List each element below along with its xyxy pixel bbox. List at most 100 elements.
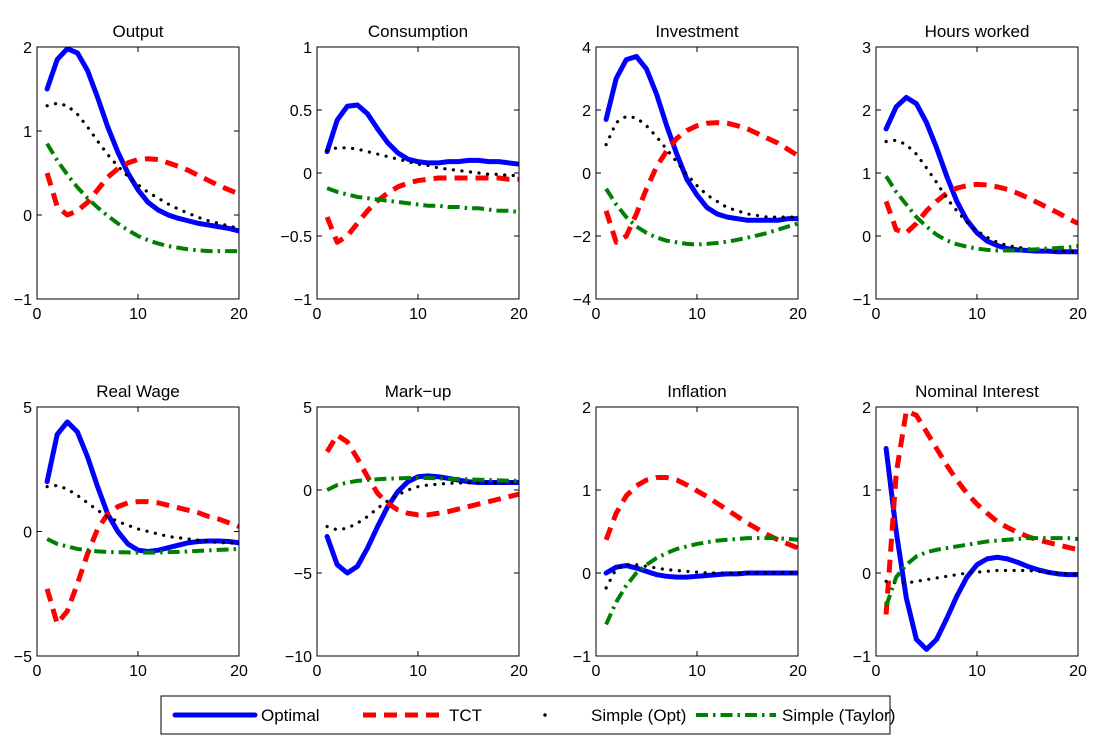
panel-title-inflation: Inflation: [667, 382, 727, 401]
x-tick-label: 10: [409, 663, 427, 680]
x-tick-label: 0: [872, 306, 881, 323]
series-line-simple-taylor: [884, 536, 1078, 607]
y-tick-label: 2: [582, 400, 591, 417]
series-line-tct: [603, 120, 798, 245]
series-line-optimal: [883, 94, 1078, 255]
y-tick-label: 0: [582, 566, 591, 583]
y-tick-label: −4: [573, 292, 591, 309]
y-tick-label: −0.5: [280, 229, 312, 246]
y-tick-label: 0: [862, 566, 871, 583]
series-group: [324, 102, 519, 245]
x-tick-label: 0: [592, 663, 601, 680]
x-tick-label: 0: [33, 663, 42, 680]
series-group: [883, 408, 1078, 652]
y-tick-label: 2: [582, 103, 591, 120]
y-tick-label: 1: [303, 40, 312, 57]
x-tick-label: 10: [688, 306, 706, 323]
y-tick-label: 5: [303, 400, 312, 417]
x-tick-label: 0: [592, 306, 601, 323]
x-tick-label: 20: [789, 306, 807, 323]
x-tick-label: 0: [313, 306, 322, 323]
panel-title-real-wage: Real Wage: [96, 382, 179, 401]
series-line-optimal: [603, 53, 798, 223]
series-line-simple-opt: [604, 114, 798, 219]
series-line-simple-taylor: [604, 536, 798, 626]
series-line-tct: [603, 475, 798, 551]
x-tick-label: 10: [688, 663, 706, 680]
series-group: [603, 475, 798, 626]
x-tick-label: 0: [313, 663, 322, 680]
y-tick-label: 2: [23, 40, 32, 57]
series-line-simple-opt: [604, 563, 798, 590]
x-tick-label: 10: [129, 663, 147, 680]
series-line-simple-taylor: [45, 142, 239, 254]
series-line-simple-opt: [45, 101, 239, 231]
axes-box: [595, 46, 799, 300]
y-tick-label: 1: [582, 483, 591, 500]
legend-label: Optimal: [261, 706, 320, 725]
series-line-simple-taylor: [46, 537, 239, 555]
panel-title-mark-up: Mark−up: [385, 382, 452, 401]
x-tick-label: 0: [33, 306, 42, 323]
y-tick-label: −1: [294, 292, 312, 309]
y-tick-label: −10: [285, 649, 312, 666]
y-tick-label: 2: [862, 103, 871, 120]
y-tick-label: −5: [14, 649, 32, 666]
series-line-simple-taylor: [604, 187, 798, 247]
panel-title-output: Output: [112, 22, 163, 41]
axes-box: [875, 406, 1079, 657]
y-tick-label: 0: [23, 208, 32, 225]
y-tick-label: 0: [303, 166, 312, 183]
x-tick-label: 20: [510, 306, 528, 323]
panel-title-hours-worked: Hours worked: [925, 22, 1030, 41]
y-tick-label: −1: [853, 649, 871, 666]
x-tick-label: 10: [129, 306, 147, 323]
series-line-tct: [883, 408, 1078, 615]
series-line-tct: [44, 499, 239, 627]
series-line-optimal: [883, 446, 1078, 652]
series-group: [44, 47, 239, 254]
legend-swatch: [543, 713, 547, 717]
series-line-simple-opt: [325, 480, 519, 532]
axes-box: [875, 46, 1079, 300]
legend-entry-optimal: Optimal: [172, 706, 320, 725]
panel-title-consumption: Consumption: [368, 22, 468, 41]
series-line-simple-taylor: [326, 476, 519, 492]
series-line-simple-taylor: [884, 175, 1078, 253]
x-tick-label: 20: [1069, 306, 1087, 323]
series-line-simple-opt: [325, 146, 519, 178]
x-tick-label: 20: [230, 663, 248, 680]
legend-label: Simple (Opt): [591, 706, 686, 725]
axes-box: [36, 406, 240, 657]
series-line-tct: [324, 432, 519, 518]
panel-title-investment: Investment: [655, 22, 738, 41]
y-tick-label: 1: [23, 124, 32, 141]
axes-box: [595, 406, 799, 657]
series-line-optimal: [44, 47, 239, 234]
y-tick-label: 2: [862, 400, 871, 417]
series-line-optimal: [324, 473, 519, 576]
y-tick-label: −2: [573, 229, 591, 246]
y-tick-label: 0: [303, 483, 312, 500]
panel-mark-up: Mark−up 0 10 20 −10 −5 0 5: [285, 382, 528, 680]
legend-entry-simple-taylor: Simple (Taylor): [696, 706, 895, 725]
x-tick-label: 20: [1069, 663, 1087, 680]
series-line-tct: [44, 156, 239, 218]
y-tick-label: 0.5: [290, 103, 312, 120]
series-group: [603, 53, 798, 247]
y-tick-label: −5: [294, 566, 312, 583]
x-tick-label: 20: [510, 663, 528, 680]
legend: Optimal TCT Simple (Opt) Simple (Taylor): [160, 695, 895, 735]
y-tick-label: 0: [582, 166, 591, 183]
series-line-optimal: [44, 419, 239, 554]
legend-label: Simple (Taylor): [782, 706, 895, 725]
y-tick-label: −1: [573, 649, 591, 666]
series-line-simple-taylor: [326, 186, 519, 215]
y-tick-label: −1: [853, 292, 871, 309]
y-tick-label: 1: [862, 483, 871, 500]
x-tick-label: 10: [409, 306, 427, 323]
panel-consumption: Consumption 0 10 20 −1 −0.5 0 0.5 1: [280, 22, 528, 323]
